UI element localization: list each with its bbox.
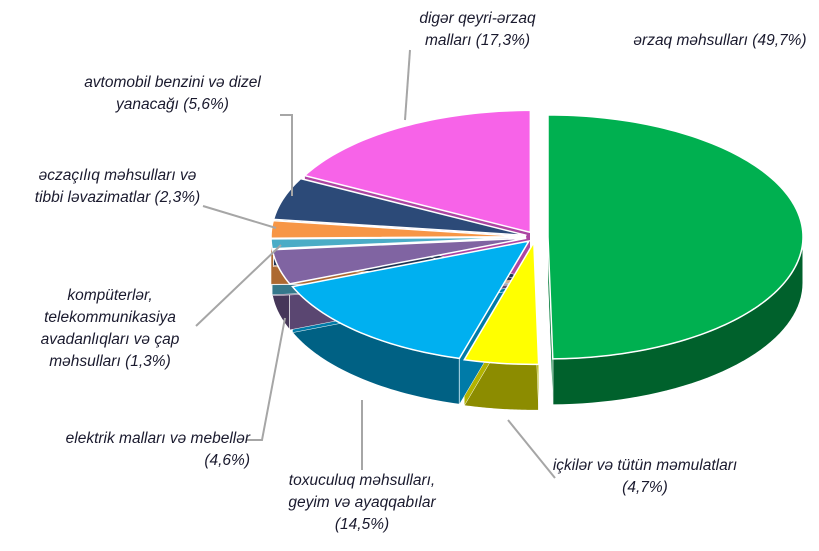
leader-line [507, 419, 556, 479]
category-label: elektrik malları və mebellər [65, 430, 250, 447]
leader-line [280, 114, 293, 196]
category-label: içkilər və tütün məmulatları [552, 457, 738, 474]
slice-label: əczaçılıq məhsulları və tibbi ləvazimatl… [25, 165, 210, 209]
value-label: (4,6%) [204, 452, 250, 469]
value-label: (5,6%) [183, 96, 229, 113]
slice-label: toxuculuq məhsulları, geyim və ayaqqabıl… [272, 470, 452, 536]
value-label: (4,7%) [622, 479, 668, 496]
slice-label: elektrik malları və mebellər (4,6%) [60, 428, 250, 472]
value-label: (17,3%) [475, 32, 531, 49]
category-label: digər qeyri-ərzaq malları [419, 10, 536, 49]
value-label: (2,3%) [154, 189, 201, 206]
slice-label: kompüterlər, telekommunikasiya avadanlıq… [20, 285, 200, 373]
slice [272, 177, 527, 237]
value-label: (1,3%) [125, 353, 171, 370]
category-label: əczaçılıq məhsulları və tibbi ləvazimatl… [34, 167, 197, 206]
category-label: ərzaq məhsulları [633, 32, 748, 49]
value-label: (49,7%) [752, 32, 807, 49]
slice-label: digər qeyri-ərzaq malları (17,3%) [395, 8, 560, 52]
leader-line [404, 49, 411, 121]
category-label: toxuculuq məhsulları, geyim və ayaqqabıl… [288, 472, 436, 511]
slice [463, 239, 540, 366]
slice-label: içkilər və tütün məmulatları (4,7%) [550, 455, 740, 499]
value-label: (14,5%) [334, 516, 390, 533]
leader-line [246, 317, 286, 441]
slice [303, 109, 532, 234]
slice [270, 219, 527, 239]
category-label: kompüterlər, telekommunikasiya avadanlıq… [40, 287, 180, 370]
slice-label: avtomobil benzini və dizel yanacağı (5,6… [60, 72, 285, 116]
slice-label: ərzaq məhsulları (49,7%) [630, 30, 810, 52]
slice [291, 239, 531, 360]
slice [547, 114, 804, 360]
leader-line [195, 244, 282, 327]
category-label: avtomobil benzini və dizel yanacağı [84, 74, 261, 113]
leader-line [202, 205, 277, 229]
